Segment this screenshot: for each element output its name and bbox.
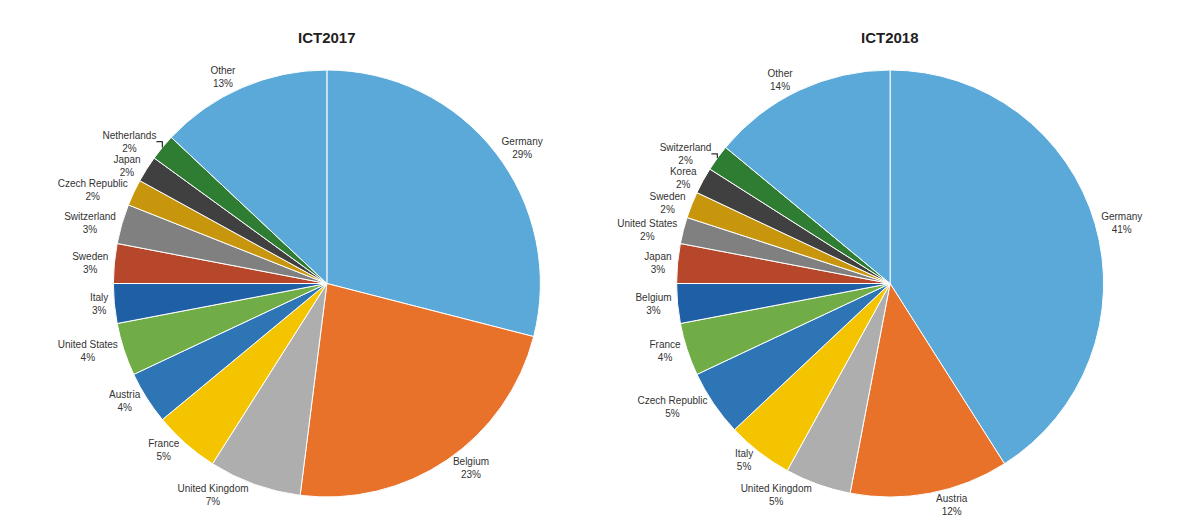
svg-text:Germany29%: Germany29% [502,136,543,160]
svg-text:Switzerland3%: Switzerland3% [64,211,116,235]
svg-text:Belgium3%: Belgium3% [635,292,671,316]
svg-text:Italy5%: Italy5% [735,448,753,472]
svg-text:United Kingdom7%: United Kingdom7% [177,483,248,507]
svg-text:United States4%: United States4% [58,339,118,363]
svg-text:Other13%: Other13% [210,65,236,89]
svg-text:Japan3%: Japan3% [644,251,671,275]
svg-text:Sweden3%: Sweden3% [72,251,108,275]
svg-text:Japan2%: Japan2% [113,154,140,178]
svg-text:Czech Republic2%: Czech Republic2% [58,178,128,202]
svg-text:Austria4%: Austria4% [109,389,141,413]
svg-text:United States2%: United States2% [617,218,677,242]
svg-text:Korea2%: Korea2% [670,166,697,190]
svg-text:Germany41%: Germany41% [1101,211,1142,235]
svg-text:France5%: France5% [148,438,180,462]
svg-text:Italy3%: Italy3% [90,292,108,316]
svg-text:ICT2017: ICT2017 [298,29,356,46]
svg-text:Austria12%: Austria12% [936,493,968,517]
svg-text:Switzerland2%: Switzerland2% [660,142,712,166]
svg-text:France4%: France4% [649,339,681,363]
svg-text:Belgium23%: Belgium23% [453,456,489,480]
svg-text:United Kingdom5%: United Kingdom5% [741,483,812,507]
svg-text:Czech Republic5%: Czech Republic5% [637,395,707,419]
svg-text:ICT2018: ICT2018 [861,29,919,46]
svg-text:Netherlands2%: Netherlands2% [102,130,156,154]
svg-text:Sweden2%: Sweden2% [649,191,685,215]
svg-text:Other14%: Other14% [768,68,794,92]
